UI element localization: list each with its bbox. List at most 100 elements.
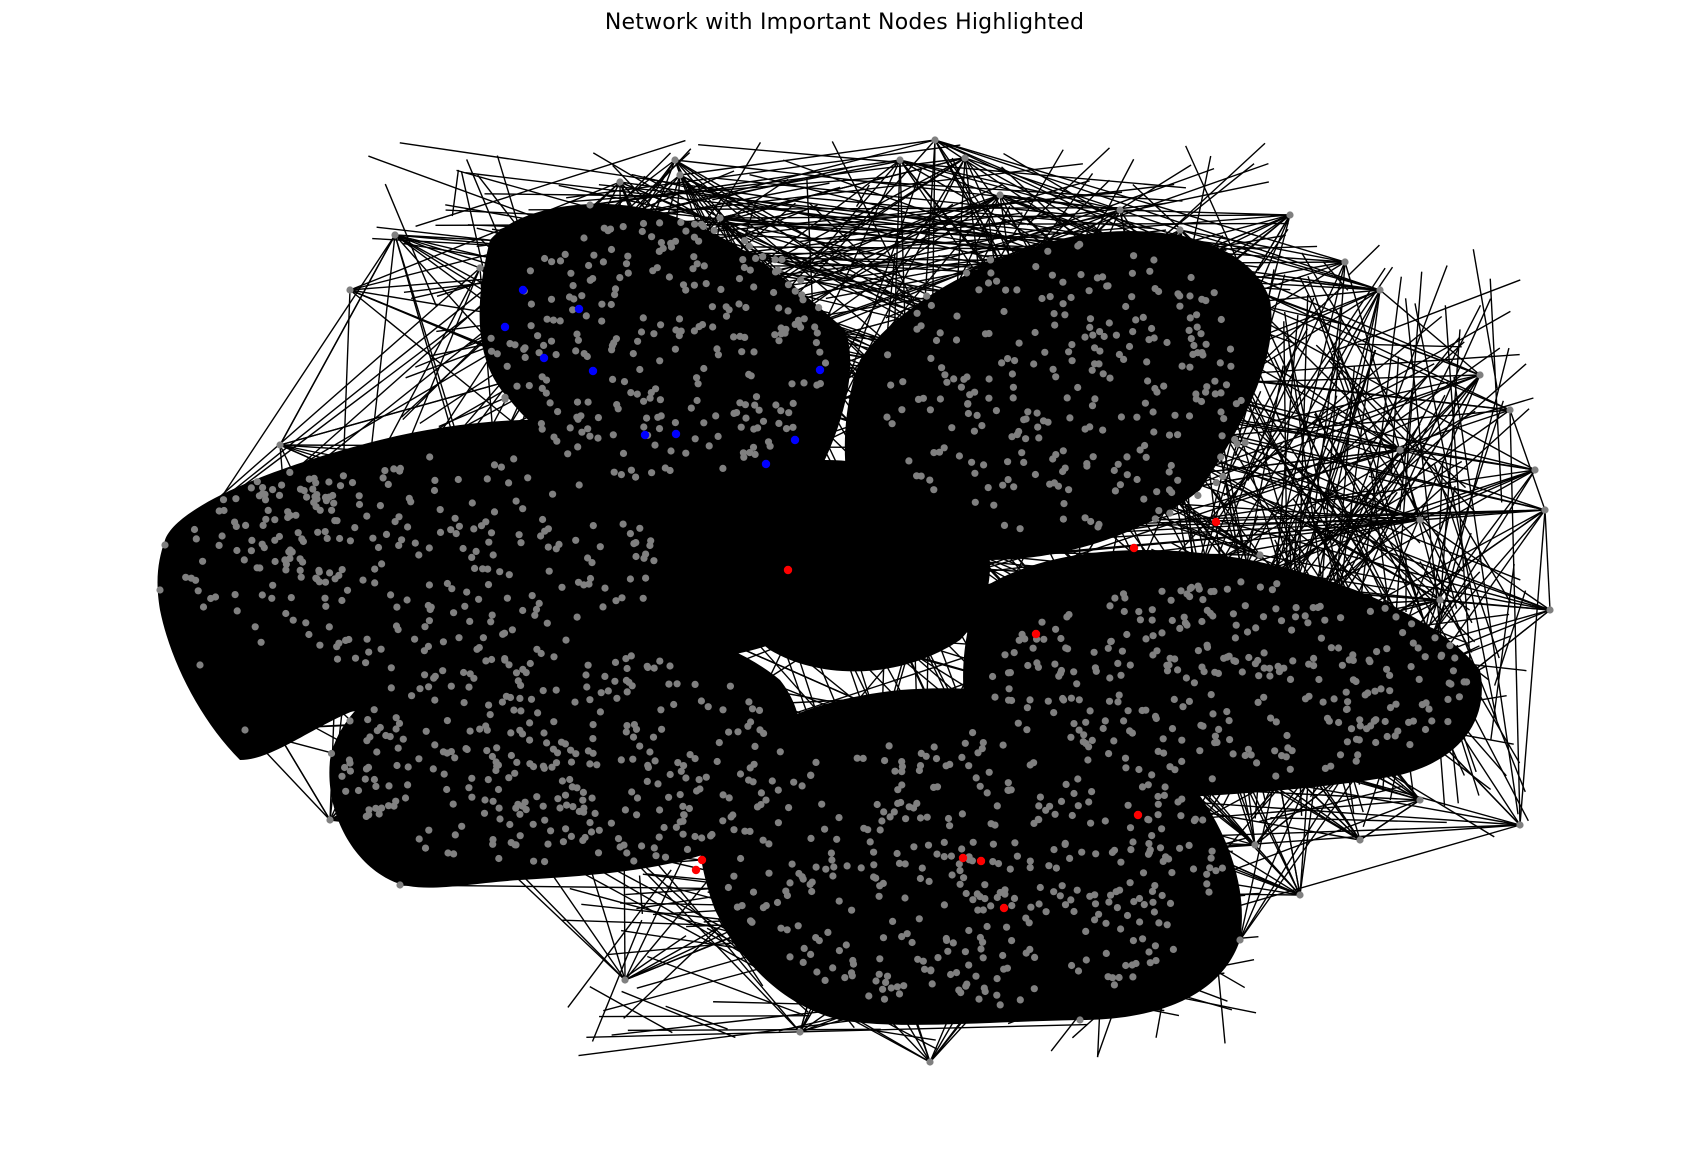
- node: [646, 541, 654, 550]
- node: [921, 965, 929, 973]
- node: [1123, 911, 1132, 920]
- node: [369, 534, 377, 542]
- node: [599, 603, 607, 611]
- node: [900, 982, 908, 990]
- node: [481, 796, 489, 804]
- node: [799, 958, 807, 967]
- node: [613, 694, 621, 702]
- node: [661, 464, 669, 472]
- node: [670, 700, 678, 709]
- node: [1094, 523, 1102, 531]
- node: [742, 414, 750, 422]
- node: [1027, 903, 1035, 911]
- node: [589, 275, 597, 283]
- node: [1102, 949, 1110, 958]
- node: [1078, 848, 1086, 856]
- node: [1161, 783, 1169, 791]
- node: [910, 843, 918, 851]
- node: [439, 638, 447, 646]
- highlight-node-layer: [500, 285, 1221, 913]
- node: [1394, 727, 1402, 735]
- node: [1186, 593, 1194, 601]
- edge: [591, 919, 643, 1042]
- node: [1150, 334, 1158, 342]
- node: [1083, 462, 1091, 470]
- node: [289, 616, 297, 624]
- node: [398, 536, 406, 544]
- node: [999, 481, 1007, 489]
- node: [762, 796, 770, 804]
- node: [484, 581, 493, 589]
- node: [1023, 726, 1031, 734]
- node: [1082, 956, 1090, 964]
- node: [1116, 206, 1124, 214]
- node: [1321, 616, 1329, 624]
- node: [580, 350, 588, 358]
- node: [674, 759, 682, 767]
- node: [1023, 704, 1031, 712]
- node: [866, 838, 874, 846]
- node: [930, 449, 938, 457]
- node: [1013, 286, 1021, 294]
- node: [1136, 616, 1144, 624]
- node: [588, 794, 596, 802]
- node: [1212, 479, 1220, 487]
- node: [1200, 668, 1208, 676]
- node: [952, 336, 961, 344]
- node: [636, 365, 644, 374]
- edge: [1360, 517, 1452, 592]
- node: [1139, 869, 1148, 877]
- node: [488, 752, 496, 761]
- node: [253, 478, 261, 486]
- node: [947, 852, 956, 860]
- edge: [1365, 436, 1464, 572]
- node: [549, 490, 557, 498]
- node: [738, 348, 746, 356]
- node: [1531, 466, 1539, 474]
- node: [757, 789, 766, 797]
- node: [524, 474, 532, 482]
- node: [1074, 242, 1082, 250]
- node: [1122, 961, 1130, 970]
- node: [835, 814, 843, 822]
- node: [637, 328, 646, 336]
- node: [741, 827, 749, 835]
- node: [543, 739, 551, 747]
- node: [690, 327, 699, 335]
- node: [1241, 602, 1249, 610]
- node: [771, 331, 779, 339]
- node: [1245, 653, 1253, 662]
- node: [1541, 506, 1549, 514]
- node: [999, 741, 1007, 749]
- node: [1516, 821, 1524, 829]
- node: [1074, 383, 1082, 392]
- edge: [728, 186, 841, 221]
- node: [1105, 319, 1113, 327]
- node: [287, 594, 295, 602]
- node: [1041, 348, 1049, 356]
- node: [1018, 630, 1026, 639]
- node: [1451, 654, 1459, 662]
- node: [1344, 698, 1352, 706]
- node: [936, 329, 944, 337]
- node: [629, 350, 637, 358]
- node: [513, 758, 521, 767]
- node: [1174, 666, 1182, 674]
- node: [1013, 852, 1022, 860]
- node: [708, 830, 716, 839]
- node: [698, 834, 706, 842]
- node: [1128, 729, 1136, 737]
- node: [901, 894, 909, 902]
- node: [326, 569, 334, 577]
- node: [843, 862, 851, 870]
- node: [345, 635, 353, 644]
- node: [644, 761, 652, 770]
- node: [650, 844, 658, 852]
- node: [617, 471, 626, 479]
- node: [396, 881, 404, 889]
- node: [888, 420, 896, 428]
- node: [528, 592, 536, 600]
- node: [940, 853, 948, 861]
- node: [653, 264, 661, 272]
- node: [1130, 898, 1138, 906]
